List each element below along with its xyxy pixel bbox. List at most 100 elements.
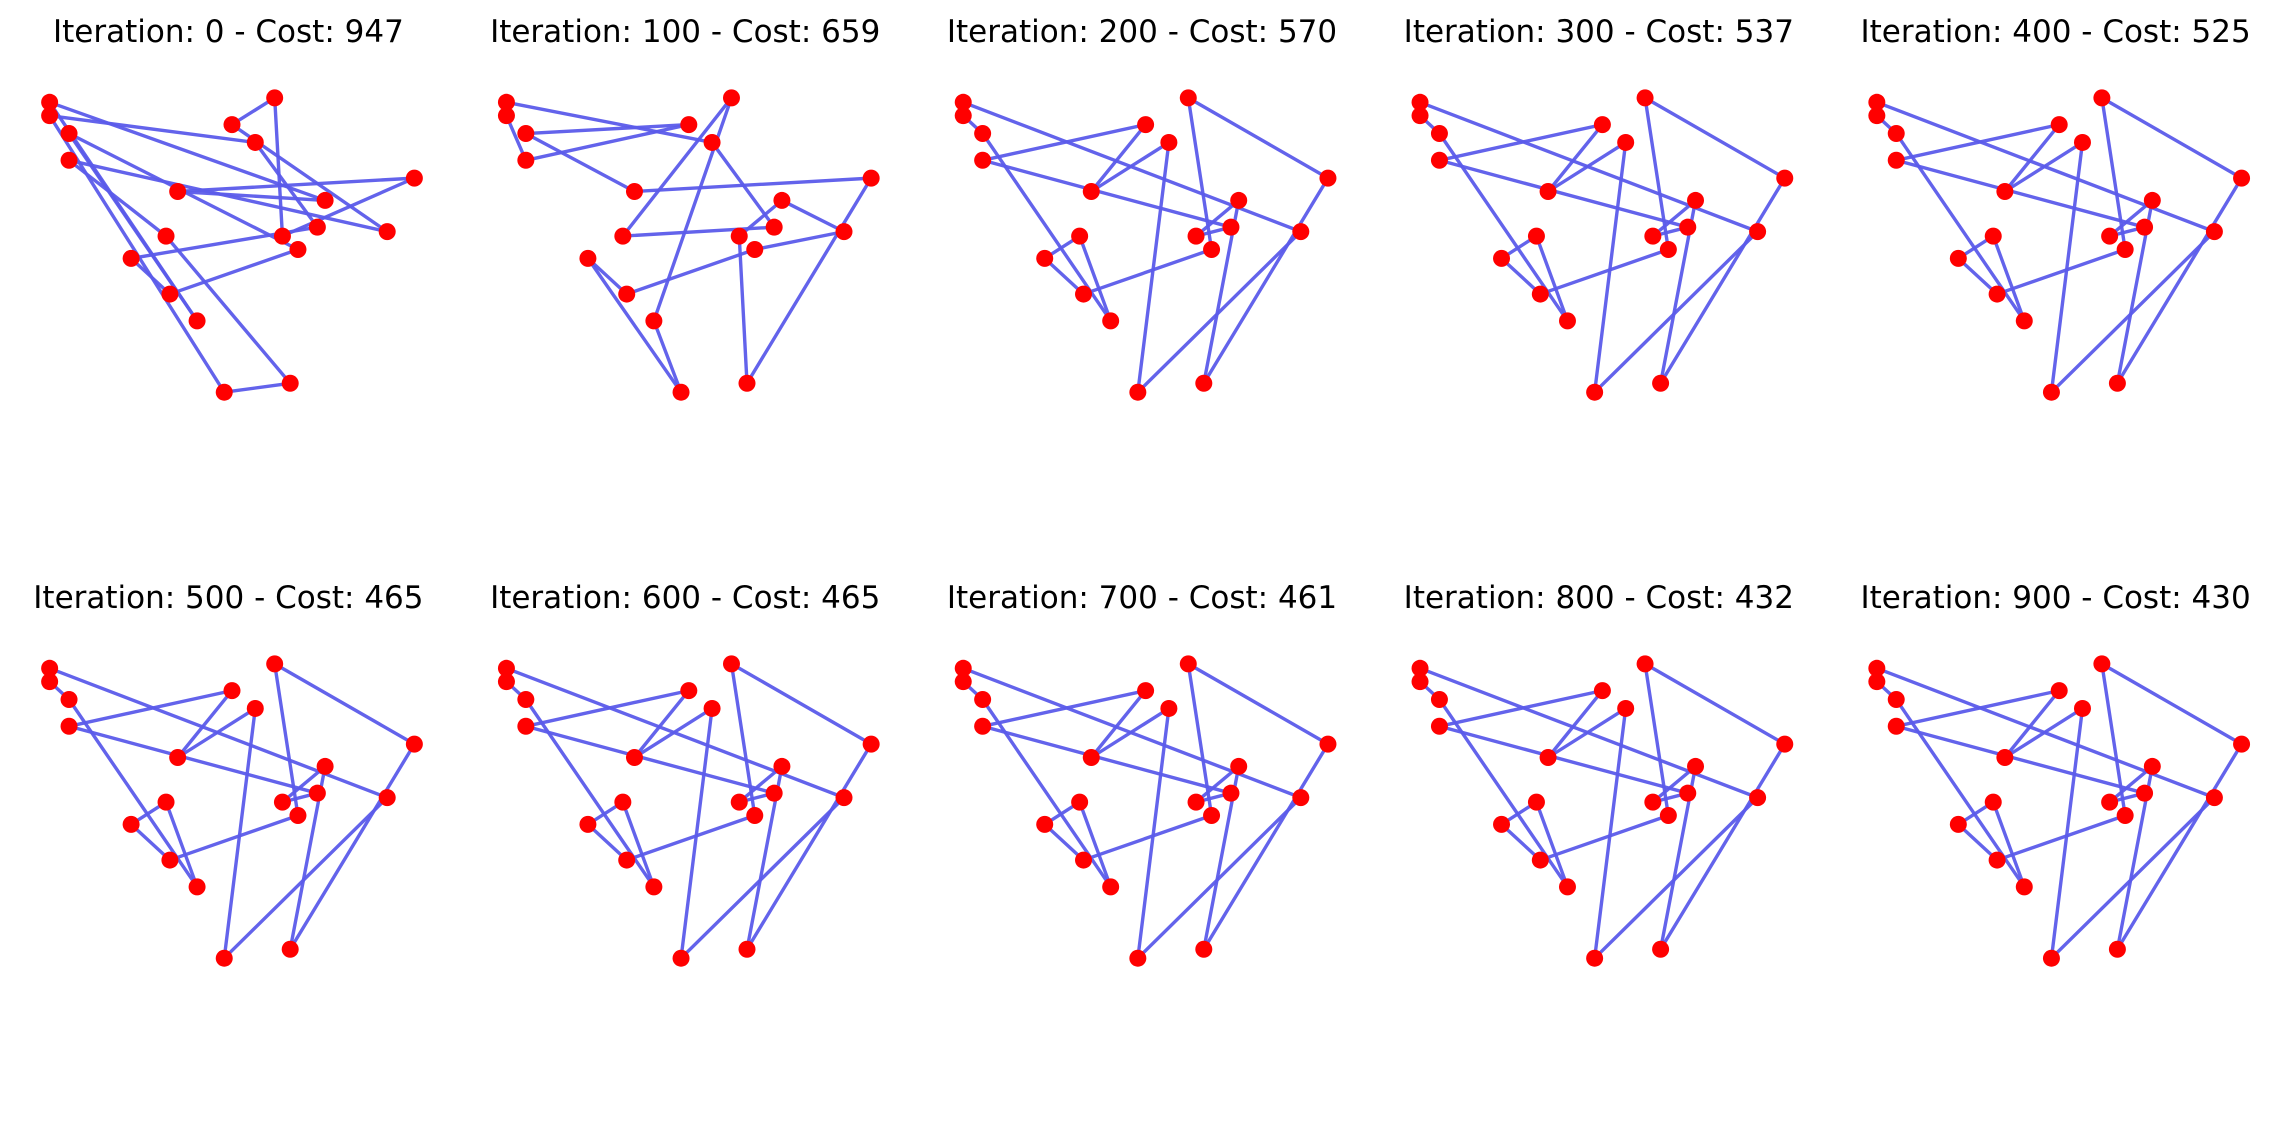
- city-point: [862, 169, 880, 187]
- route-edge: [1089, 688, 1148, 760]
- city-point: [41, 659, 59, 677]
- route-edge: [753, 229, 846, 252]
- route-edge: [1136, 795, 1303, 960]
- city-point: [1137, 116, 1155, 134]
- city-point: [1160, 699, 1178, 717]
- city-point: [1984, 227, 2002, 245]
- route-edge: [175, 189, 327, 203]
- city-point: [517, 125, 535, 143]
- route-edge: [272, 662, 417, 746]
- route-edge: [980, 158, 1233, 229]
- route-edge: [1089, 122, 1148, 194]
- route-edge: [1186, 96, 1330, 180]
- route-edge: [129, 822, 172, 862]
- route-edge: [1592, 795, 1760, 960]
- route-edge: [2003, 688, 2061, 760]
- route-edges: [1875, 662, 2244, 960]
- city-point: [161, 851, 179, 869]
- city-point: [1988, 285, 2006, 303]
- city-point: [2136, 218, 2154, 236]
- route-edge: [745, 176, 873, 385]
- city-point: [835, 223, 853, 241]
- city-point: [60, 691, 78, 709]
- city-point: [1868, 659, 1886, 677]
- route-edge: [1081, 813, 1214, 862]
- city-point: [1036, 815, 1054, 833]
- city-point: [157, 793, 175, 811]
- route-edge: [2115, 176, 2244, 385]
- city-point: [497, 93, 515, 111]
- city-point: [1687, 191, 1705, 209]
- city-point: [517, 151, 535, 169]
- route-edge: [164, 234, 292, 385]
- city-point: [1644, 793, 1662, 811]
- route-edge: [1418, 100, 1760, 234]
- route-edge: [1875, 100, 2217, 234]
- city-point: [289, 806, 307, 824]
- city-point: [223, 116, 241, 134]
- city-point: [1102, 878, 1120, 896]
- city-point: [122, 249, 140, 267]
- city-point: [497, 673, 515, 691]
- city-point: [308, 218, 326, 236]
- city-point: [1687, 757, 1705, 775]
- city-point: [1558, 312, 1576, 330]
- city-point: [645, 312, 663, 330]
- route-edge: [1437, 158, 1690, 229]
- route-edge: [1592, 140, 1628, 394]
- city-point: [2050, 116, 2068, 134]
- route-edge: [961, 666, 1303, 800]
- route-edge: [253, 140, 320, 229]
- city-point: [1996, 183, 2014, 200]
- route-edge: [961, 100, 1303, 234]
- route-edge: [1956, 822, 1999, 862]
- city-point: [722, 89, 740, 107]
- city-point: [2093, 89, 2111, 107]
- panel-title: Iteration: 100 - Cost: 659: [490, 14, 880, 50]
- city-point: [1531, 851, 1549, 869]
- route-edge: [1875, 666, 2217, 800]
- city-point: [161, 285, 179, 303]
- route-edge: [1995, 813, 2127, 862]
- route-edge: [625, 813, 757, 862]
- city-markers: [1411, 89, 1794, 401]
- panel-title: Iteration: 0 - Cost: 947: [53, 14, 404, 50]
- route-edge: [2049, 229, 2217, 394]
- city-point: [1652, 374, 1670, 392]
- panel-iteration-900: Iteration: 900 - Cost: 430: [1860, 580, 2251, 967]
- city-point: [1868, 673, 1886, 691]
- route-edge: [586, 256, 629, 296]
- city-point: [122, 815, 140, 833]
- city-point: [1203, 240, 1221, 258]
- route-edge: [1077, 234, 1113, 323]
- city-point: [746, 806, 764, 824]
- route-edge: [1499, 822, 1543, 862]
- route-edge: [1658, 742, 1787, 951]
- panel-iteration-400: Iteration: 400 - Cost: 525: [1860, 14, 2251, 401]
- city-point: [273, 227, 291, 245]
- city-point: [1179, 655, 1197, 673]
- city-point: [1430, 691, 1448, 709]
- city-point: [579, 249, 597, 267]
- city-point: [405, 735, 423, 753]
- city-point: [2015, 878, 2033, 896]
- city-point: [2042, 949, 2060, 967]
- city-point: [1203, 806, 1221, 824]
- city-point: [625, 183, 643, 200]
- panel-title: Iteration: 400 - Cost: 525: [1860, 14, 2250, 50]
- city-point: [614, 793, 632, 811]
- city-point: [1887, 151, 1905, 169]
- city-point: [1187, 227, 1205, 245]
- city-point: [1539, 183, 1557, 200]
- city-point: [2093, 655, 2111, 673]
- city-point: [1749, 223, 1767, 241]
- city-point: [1102, 312, 1120, 330]
- city-point: [765, 784, 783, 802]
- city-point: [2143, 191, 2161, 209]
- city-markers: [954, 89, 1337, 401]
- city-point: [405, 169, 423, 187]
- route-edge: [2049, 795, 2217, 960]
- city-point: [273, 793, 291, 811]
- city-point: [1776, 169, 1794, 187]
- city-point: [1652, 940, 1670, 958]
